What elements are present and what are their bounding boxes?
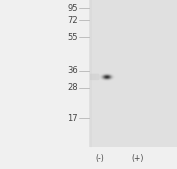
Text: (+): (+) xyxy=(132,154,144,163)
Text: 36: 36 xyxy=(67,66,78,76)
Text: 72: 72 xyxy=(67,16,78,25)
Text: 28: 28 xyxy=(67,83,78,92)
Text: (-): (-) xyxy=(96,154,104,163)
Text: 55: 55 xyxy=(67,33,78,42)
Text: 17: 17 xyxy=(67,114,78,123)
Bar xyxy=(88,0,177,147)
Text: 95: 95 xyxy=(67,4,78,13)
FancyBboxPatch shape xyxy=(90,74,99,80)
